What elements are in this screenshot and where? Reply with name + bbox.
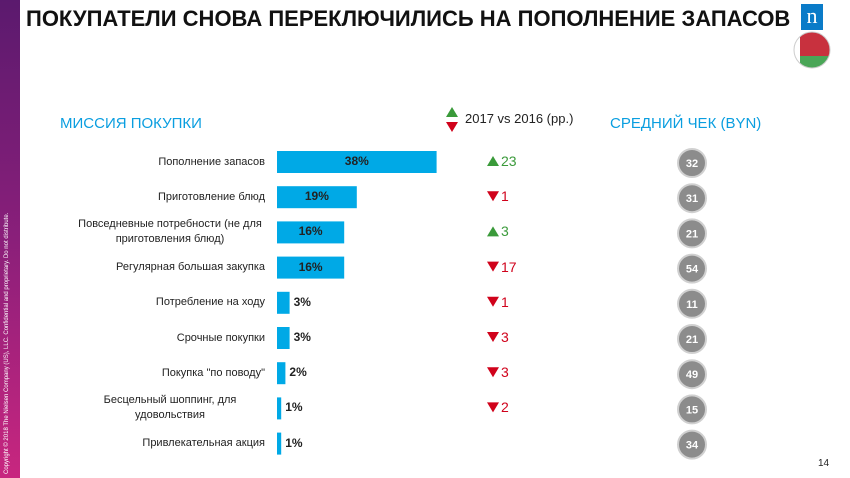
copyright: Copyright © 2018 The Nielsen Company (US… — [4, 212, 10, 474]
change-label: 3 — [501, 364, 509, 381]
check-circle — [677, 359, 707, 390]
change-label: 17 — [501, 258, 517, 275]
value-label: 3% — [293, 294, 311, 309]
check-label: 54 — [686, 264, 699, 276]
bar — [277, 186, 357, 209]
value-label: 19% — [304, 189, 329, 204]
category-label: Покупка "по поводу" — [161, 366, 265, 379]
up-arrow — [487, 156, 499, 166]
flag-ring — [793, 31, 831, 69]
check-label: 21 — [686, 228, 698, 240]
legend-down-arrow — [446, 122, 458, 132]
check-circle — [677, 183, 707, 214]
value-label: 38% — [344, 154, 369, 168]
down-arrow — [487, 367, 499, 378]
bar — [277, 432, 282, 455]
category-label: Пополнение запасов — [158, 155, 265, 168]
bar — [277, 362, 286, 385]
value-label: 3% — [293, 330, 311, 344]
value-label: 1% — [285, 435, 303, 450]
down-arrow — [487, 296, 499, 307]
category-label: Регулярная большая закупка — [116, 261, 265, 274]
change-label: 1 — [501, 293, 509, 310]
check-label: 11 — [686, 299, 698, 311]
bar — [277, 397, 282, 420]
section-title: СРЕДНИЙ ЧЕК (BYN) — [610, 115, 762, 132]
bar — [277, 221, 345, 244]
up-arrow — [487, 226, 499, 237]
check-circle — [677, 148, 707, 178]
page-number: 14 — [818, 458, 830, 469]
check-circle — [677, 324, 707, 354]
down-arrow — [487, 332, 499, 342]
change-label: 1 — [501, 188, 509, 205]
logo: n — [806, 3, 818, 28]
section-title: МИССИЯ ПОКУПКИ — [60, 115, 202, 132]
value-label: 2% — [289, 365, 307, 380]
category-label: Бесцельный шоппинг, для удовольствия — [103, 394, 237, 422]
check-label: 34 — [686, 440, 699, 452]
check-label: 21 — [686, 334, 698, 346]
check-circle — [677, 429, 707, 460]
category-label: Срочные покупки — [176, 331, 265, 344]
category-label: Потребление на ходу — [155, 296, 265, 309]
bar — [277, 327, 290, 349]
check-label: 32 — [686, 158, 698, 170]
change-label: 2 — [501, 399, 509, 416]
value-label: 16% — [298, 224, 323, 239]
category-label: Повседневные потребности (не для пригото… — [78, 218, 262, 246]
check-label: 49 — [686, 369, 698, 381]
value-label: 1% — [285, 400, 303, 415]
down-arrow — [487, 191, 499, 202]
down-arrow — [487, 402, 499, 413]
bar — [277, 291, 290, 314]
change-label: 3 — [501, 223, 509, 240]
category-label: Привлекательная акция — [142, 437, 265, 450]
check-circle — [677, 394, 707, 425]
down-arrow — [487, 261, 499, 272]
check-circle — [677, 218, 707, 249]
check-circle — [677, 253, 707, 284]
title: ПОКУПАТЕЛИ СНОВА ПЕРЕКЛЮЧИЛИСЬ НА ПОПОЛН… — [26, 6, 791, 31]
check-label: 15 — [686, 404, 698, 416]
side-strip — [0, 0, 20, 478]
bar — [277, 256, 345, 279]
change-label: 3 — [501, 329, 509, 345]
change-label: 23 — [501, 153, 517, 169]
check-label: 31 — [686, 193, 698, 205]
category-label: Приготовление блюд — [157, 190, 265, 203]
check-circle — [677, 288, 707, 319]
bar — [277, 151, 437, 173]
logo-box — [801, 4, 823, 30]
legend-text: 2017 vs 2016 (pp.) — [465, 111, 574, 126]
value-label: 16% — [298, 259, 323, 274]
legend-up-arrow — [446, 107, 458, 117]
